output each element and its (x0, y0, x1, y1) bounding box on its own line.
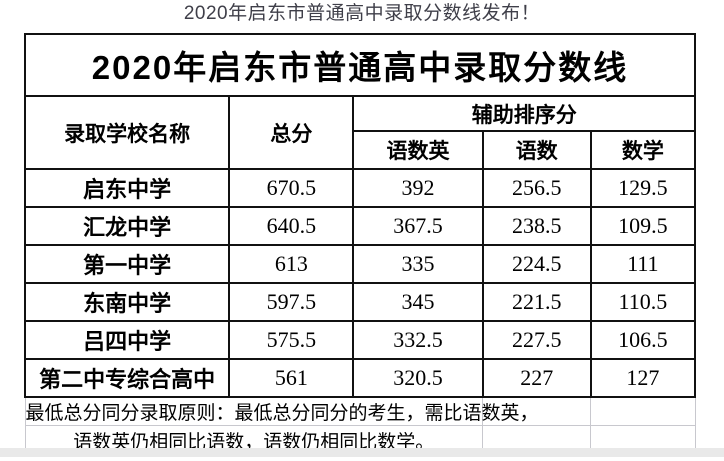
chinese-math-english-cell: 332.5 (352, 320, 484, 360)
table-row: 吕四中学 575.5 332.5 227.5 106.5 (23, 320, 697, 360)
math-cell: 110.5 (589, 282, 697, 322)
math-cell: 129.5 (589, 168, 697, 208)
score-table: 2020年启东市普通高中录取分数线 录取学校名称 总分 辅助排序分 语数英 语数… (23, 33, 697, 455)
chinese-math-cell: 224.5 (481, 244, 592, 284)
chinese-math-cell: 227.5 (481, 320, 592, 360)
chinese-math-english-cell: 367.5 (352, 206, 484, 246)
school-name-cell: 第一中学 (23, 244, 231, 284)
total-score-cell: 670.5 (228, 168, 355, 208)
empty-cell (590, 396, 696, 426)
math-cell: 111 (589, 244, 697, 284)
header-school-name: 录取学校名称 (23, 95, 231, 170)
table-row: 东南中学 597.5 345 221.5 110.5 (23, 282, 697, 322)
math-cell: 109.5 (589, 206, 697, 246)
table-row: 汇龙中学 640.5 367.5 238.5 109.5 (23, 206, 697, 246)
school-name-cell: 第二中专综合高中 (23, 358, 231, 398)
chinese-math-english-cell: 335 (352, 244, 484, 284)
chinese-math-english-cell: 320.5 (352, 358, 484, 398)
school-name-cell: 东南中学 (23, 282, 231, 322)
total-score-cell: 613 (228, 244, 355, 284)
chinese-math-english-cell: 392 (352, 168, 484, 208)
header-chinese-math: 语数 (481, 130, 592, 170)
chinese-math-cell: 221.5 (481, 282, 592, 322)
total-score-cell: 575.5 (228, 320, 355, 360)
note-row: 最低总分同分录取原则：最低总分同分的考生，需比语数英， (24, 396, 696, 426)
school-name-cell: 吕四中学 (23, 320, 231, 360)
total-score-cell: 561 (228, 358, 355, 398)
announcement-text: 2020年启东市普通高中录取分数线发布！ (183, 3, 541, 24)
chinese-math-cell: 227 (481, 358, 592, 398)
table-title-row: 2020年启东市普通高中录取分数线 (24, 33, 696, 97)
header-row-sub: 语数英 语数 数学 (25, 130, 697, 170)
math-cell: 127 (589, 358, 697, 398)
school-name-cell: 汇龙中学 (23, 206, 231, 246)
header-chinese-math-english: 语数英 (352, 130, 484, 170)
chinese-math-cell: 238.5 (481, 206, 592, 246)
header-math: 数学 (589, 130, 697, 170)
table-row: 启东中学 670.5 392 256.5 129.5 (23, 168, 697, 208)
total-score-cell: 597.5 (228, 282, 355, 322)
table-row: 第一中学 613 335 224.5 111 (23, 244, 697, 284)
total-score-cell: 640.5 (228, 206, 355, 246)
bottom-shadow-band (0, 448, 724, 457)
table-title: 2020年启东市普通高中录取分数线 (24, 33, 696, 97)
header-aux-sort-group: 辅助排序分 (352, 95, 696, 132)
table-row: 第二中专综合高中 561 320.5 227 127 (23, 358, 697, 398)
chinese-math-english-cell: 345 (352, 282, 484, 322)
math-cell: 106.5 (589, 320, 697, 360)
header-total-score: 总分 (228, 95, 355, 170)
chinese-math-cell: 256.5 (481, 168, 592, 208)
note-line-1: 最低总分同分录取原则：最低总分同分的考生，需比语数英， (24, 396, 539, 426)
school-name-cell: 启东中学 (23, 168, 231, 208)
header-row-top: 录取学校名称 总分 辅助排序分 (23, 95, 696, 170)
